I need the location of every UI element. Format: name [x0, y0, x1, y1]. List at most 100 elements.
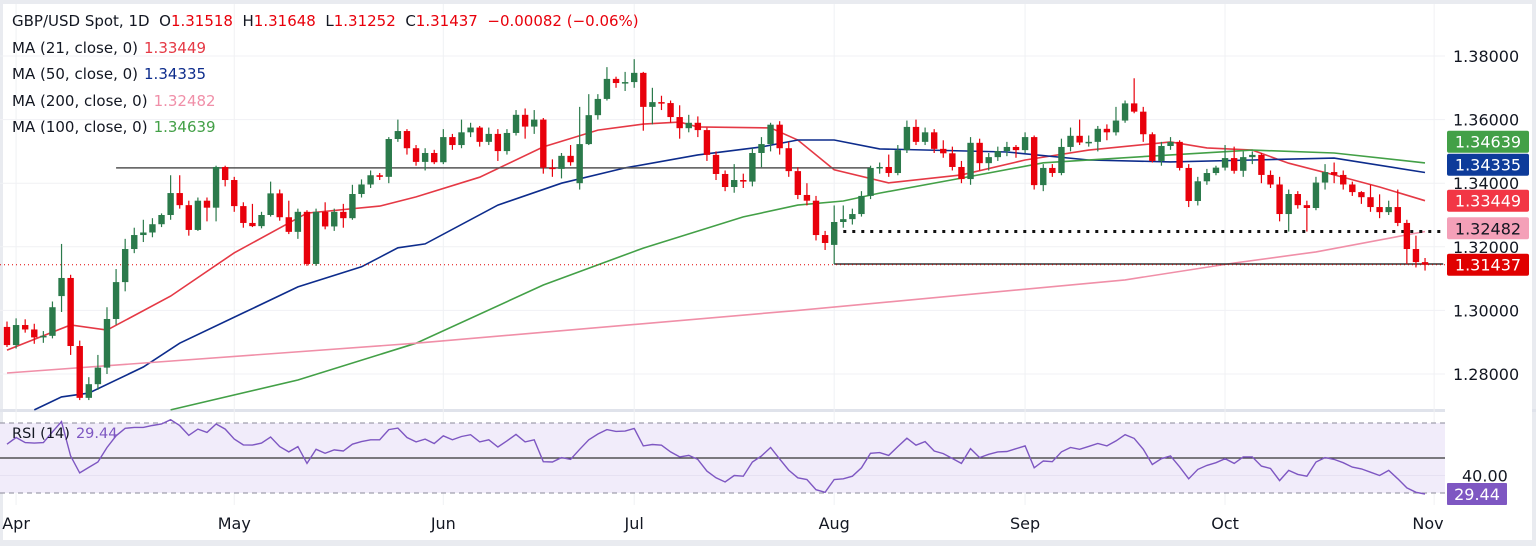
candle-body	[1249, 154, 1256, 158]
indicator-value: 1.34639	[153, 118, 216, 136]
candle	[185, 200, 192, 236]
price-badge-label: 1.33449	[1455, 192, 1521, 211]
indicator-ma200[interactable]: MA (200, close, 0) 1.32482	[12, 88, 639, 115]
candle-body	[349, 194, 356, 219]
candle	[303, 210, 311, 266]
candle-body	[1140, 111, 1147, 135]
candle-body	[1412, 249, 1420, 263]
candle	[594, 94, 602, 120]
candle	[249, 203, 256, 228]
candle-body	[840, 219, 847, 222]
candle	[367, 170, 374, 188]
ohlc-header: GBP/USD Spot, 1D O1.31518 H1.31648 L1.31…	[12, 8, 639, 35]
candle-body	[512, 114, 520, 133]
candle	[1385, 200, 1392, 215]
candle-body	[403, 131, 411, 149]
candle	[112, 269, 120, 325]
candle	[985, 152, 992, 171]
candle	[294, 208, 302, 239]
candle-body	[94, 367, 102, 385]
candle	[1249, 151, 1256, 165]
candle	[1403, 219, 1411, 264]
candle	[1421, 257, 1429, 271]
candle-body	[412, 148, 420, 162]
candle	[785, 141, 792, 177]
candle-body	[794, 171, 802, 195]
candle	[631, 59, 638, 88]
indicator-ma21[interactable]: MA (21, close, 0) 1.33449	[12, 35, 639, 62]
candle-body	[1267, 174, 1274, 185]
candle	[1040, 164, 1047, 192]
candle	[1312, 176, 1320, 211]
candle-body	[458, 132, 465, 146]
price-badge-bg	[1447, 217, 1529, 240]
candle	[685, 114, 692, 133]
candle	[1376, 194, 1383, 219]
candle-body	[394, 131, 402, 139]
candle-body	[531, 119, 538, 127]
candle-body	[1312, 182, 1320, 209]
candle-body	[612, 78, 620, 84]
candle	[1003, 141, 1011, 157]
rsi-badge: 29.44	[1447, 482, 1507, 505]
candle	[858, 191, 865, 217]
price-tick-label: 1.28000	[1453, 365, 1519, 384]
candle-body	[376, 175, 383, 177]
time-tick-label: Jul	[624, 514, 644, 533]
price-tick-label: 1.34000	[1453, 174, 1519, 193]
candle	[1140, 106, 1147, 142]
candle-body	[240, 206, 247, 223]
bottom-border	[0, 540, 1536, 546]
candle-body	[212, 166, 220, 208]
rsi-legend[interactable]: RSI (14) 29.44	[12, 426, 117, 442]
candle	[1349, 181, 1356, 196]
candle	[231, 176, 238, 212]
candle	[1012, 145, 1020, 158]
candle	[758, 137, 765, 168]
candle	[194, 197, 202, 231]
indicator-ma50[interactable]: MA (50, close, 0) 1.34335	[12, 61, 639, 88]
candle	[1149, 132, 1156, 163]
candle-body	[521, 114, 529, 127]
candle	[876, 162, 883, 174]
symbol-title[interactable]: GBP/USD Spot, 1D	[12, 12, 150, 30]
candle	[340, 203, 347, 228]
candle	[267, 181, 274, 217]
top-border	[0, 0, 1536, 4]
price-badge: 1.33449	[1447, 189, 1529, 212]
candle-body	[731, 180, 738, 188]
candle-body	[1276, 184, 1283, 215]
candle-body	[249, 222, 256, 227]
candle-body	[1340, 174, 1347, 185]
price-badge-bg	[1447, 130, 1529, 153]
price-badge-label: 1.31437	[1455, 256, 1521, 275]
candle	[394, 119, 402, 142]
candle	[421, 148, 429, 171]
indicator-value: 1.34335	[144, 65, 207, 83]
candle	[621, 71, 629, 91]
candle-body	[1067, 135, 1074, 147]
candle	[1167, 137, 1174, 150]
candle-body	[567, 155, 574, 163]
candle	[767, 122, 774, 152]
candle	[94, 354, 102, 390]
candle-body	[1167, 141, 1174, 146]
candle-body	[585, 115, 592, 145]
candle-body	[21, 325, 29, 330]
candle	[158, 213, 165, 228]
candle	[358, 179, 365, 198]
candle	[521, 108, 529, 139]
candle-body	[203, 200, 211, 208]
indicator-ma100[interactable]: MA (100, close, 0) 1.34639	[12, 114, 639, 141]
candle	[1112, 106, 1120, 136]
candle	[612, 76, 620, 88]
candle-body	[312, 211, 320, 264]
candle-body	[949, 153, 956, 167]
rsi-label: RSI (14)	[12, 426, 70, 442]
ma-line-200	[6, 230, 1426, 374]
ma-line-500	[33, 139, 1426, 411]
indicator-value: 1.33449	[144, 38, 207, 57]
candle	[803, 183, 811, 206]
candle-body	[594, 98, 602, 116]
